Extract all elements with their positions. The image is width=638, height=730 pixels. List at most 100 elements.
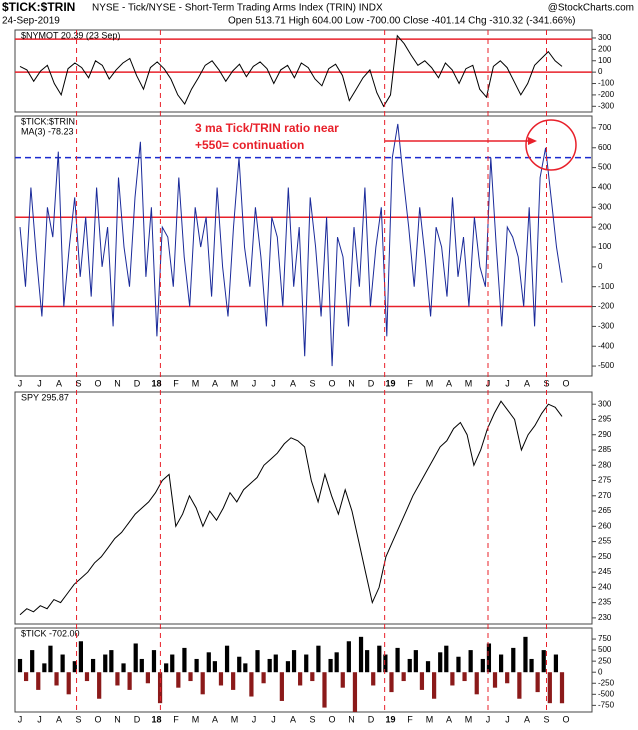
bar: [42, 663, 47, 673]
bar: [139, 658, 144, 673]
y-tick-label: 0: [598, 67, 603, 76]
y-tick-label: 265: [598, 506, 612, 515]
bar: [127, 672, 132, 690]
x-tick-label: J: [18, 714, 23, 724]
y-tick-label: 0: [598, 667, 603, 676]
bar: [237, 656, 242, 673]
x-tick-label: O: [94, 714, 101, 724]
x-tick-label: O: [328, 714, 335, 724]
bar: [444, 645, 449, 673]
y-tick-label: 300: [598, 202, 612, 211]
x-tick-label: S: [75, 714, 81, 724]
bar: [529, 658, 534, 673]
panel-frame: [14, 29, 593, 113]
bar: [365, 650, 370, 673]
y-tick-label: 245: [598, 567, 612, 576]
y-tick-label: -250: [598, 678, 615, 687]
x-tick-label: S: [543, 714, 549, 724]
x-tick-label: J: [37, 378, 42, 388]
quote: Open 513.71 High 604.00 Low -700.00 Clos…: [228, 16, 575, 27]
x-tick-label: A: [290, 714, 296, 724]
x-tick-label: A: [446, 378, 452, 388]
bar: [30, 650, 35, 673]
legend-label: $TICK -702.00: [21, 628, 80, 638]
y-tick-label: 200: [598, 44, 612, 53]
x-tick-label: F: [173, 714, 179, 724]
x-tick-label: F: [173, 378, 179, 388]
bar: [407, 658, 412, 673]
x-tick-label: 18: [151, 378, 161, 388]
annotation: +550= continuation: [195, 138, 304, 152]
date: 24-Sep-2019: [2, 16, 60, 27]
bar: [231, 672, 236, 690]
y-tick-label: 285: [598, 445, 612, 454]
y-tick-label: -750: [598, 700, 615, 709]
bar: [133, 643, 138, 673]
line-series: [19, 400, 563, 616]
bar: [456, 656, 461, 673]
x-tick-label: M: [231, 714, 239, 724]
bar: [389, 672, 394, 693]
y-tick-label: 295: [598, 415, 612, 424]
bar: [176, 672, 181, 688]
bar: [23, 672, 29, 682]
bar: [48, 645, 53, 673]
bar: [425, 661, 431, 673]
y-tick-label: 275: [598, 476, 612, 485]
x-tick-label: J: [37, 714, 42, 724]
bar: [553, 654, 559, 673]
x-tick-label: S: [309, 378, 315, 388]
y-tick-label: 100: [598, 242, 612, 251]
bar: [340, 672, 345, 688]
bar: [170, 654, 175, 673]
y-tick-label: 200: [598, 222, 612, 231]
y-tick-label: 300: [598, 399, 612, 408]
bar: [304, 654, 309, 673]
bar: [109, 650, 114, 673]
bar: [450, 672, 455, 686]
bar: [419, 672, 425, 690]
y-tick-label: 250: [598, 656, 612, 665]
bar: [505, 672, 510, 684]
x-tick-label: N: [348, 714, 355, 724]
x-tick-label: F: [407, 714, 413, 724]
bar: [194, 658, 199, 673]
y-tick-label: 280: [598, 460, 612, 469]
x-tick-label: 19: [385, 378, 395, 388]
x-tick-label: J: [505, 714, 510, 724]
bar: [182, 647, 187, 673]
y-tick-label: 255: [598, 537, 612, 546]
y-tick-label: -100: [598, 79, 615, 88]
bar: [322, 672, 327, 708]
x-tick-label: S: [75, 378, 81, 388]
bar: [298, 672, 303, 686]
bar: [218, 672, 224, 686]
y-tick-label: -100: [598, 282, 615, 291]
x-tick-label: M: [426, 378, 434, 388]
bar: [78, 641, 84, 673]
bar: [438, 652, 443, 673]
bar: [328, 658, 333, 673]
x-tick-label: A: [212, 714, 218, 724]
x-tick-label: J: [486, 378, 491, 388]
line-series: [19, 123, 563, 367]
x-tick-label: A: [56, 378, 62, 388]
bar: [468, 650, 473, 673]
bar: [498, 654, 504, 673]
x-tick-label: F: [407, 378, 413, 388]
bar: [54, 672, 59, 686]
bar: [535, 672, 540, 693]
y-tick-label: 235: [598, 598, 612, 607]
y-tick-label: 290: [598, 430, 612, 439]
y-tick-label: 500: [598, 163, 612, 172]
x-tick-label: S: [309, 714, 315, 724]
bar: [462, 672, 467, 682]
bar: [559, 672, 565, 704]
y-tick-label: 260: [598, 521, 612, 530]
panel-frame: [14, 115, 593, 377]
y-tick-label: 750: [598, 634, 612, 643]
y-tick-label: 500: [598, 645, 612, 654]
x-tick-label: M: [426, 714, 434, 724]
bar: [60, 654, 65, 673]
